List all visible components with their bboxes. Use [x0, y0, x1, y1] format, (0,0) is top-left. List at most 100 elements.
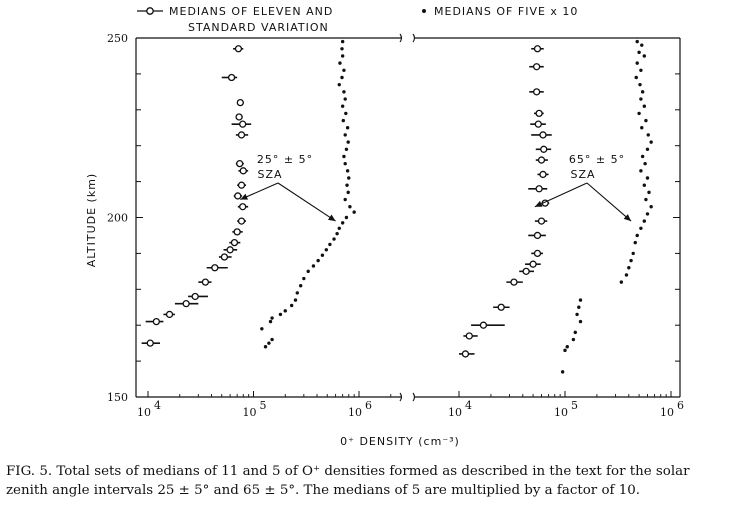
median-five-point: [337, 82, 341, 87]
median-five-point: [270, 316, 274, 320]
median-five-point: [337, 226, 341, 230]
right-panel-frame: [412, 33, 681, 402]
x-tick-label: 10: [348, 406, 362, 419]
right-annotation-angle: 65° ± 5°: [569, 153, 625, 166]
median-five-point: [644, 118, 648, 123]
median-eleven-point: [479, 321, 488, 329]
median-five-point: [645, 212, 650, 216]
y-axis-title: ALTITUDE (km): [85, 173, 98, 267]
median-five-point: [649, 205, 653, 209]
median-eleven-point: [539, 170, 547, 179]
x-tick-label: 10: [243, 406, 257, 419]
median-five-point: [340, 104, 345, 108]
median-five-point: [343, 133, 347, 137]
left-annotation-sza: SZA: [257, 168, 282, 181]
median-eleven-point: [497, 303, 505, 311]
median-five-point: [638, 82, 642, 87]
median-five-point: [563, 348, 567, 353]
annotation-arrowhead: [240, 193, 249, 200]
left-panel-arrows: [240, 182, 336, 222]
median-five-point: [646, 133, 650, 137]
median-five-point: [345, 126, 350, 130]
median-eleven-point: [533, 249, 542, 258]
median-five-point: [634, 75, 638, 80]
x-tick-exponent: 4: [465, 399, 472, 412]
median-five-point: [642, 104, 647, 108]
median-five-point: [637, 50, 641, 55]
x-tick-exponent: 6: [677, 399, 684, 412]
median-eleven-point: [236, 159, 244, 168]
median-five-point: [633, 240, 637, 245]
right-panel-five-markers: [560, 39, 653, 374]
median-five-point: [635, 39, 639, 44]
median-five-point: [324, 248, 329, 252]
median-five-point: [637, 111, 641, 116]
median-five-point: [644, 197, 648, 202]
median-five-point: [306, 269, 310, 274]
median-eleven-point: [236, 98, 244, 107]
median-eleven-point: [227, 73, 236, 82]
right-annotation-sza: SZA: [570, 168, 595, 181]
x-axis-title: 0⁺ DENSITY (cm⁻³): [340, 435, 460, 448]
median-eleven-point: [529, 260, 537, 268]
median-five-point: [345, 169, 350, 173]
left-panel-eleven-markers: [146, 45, 247, 347]
median-eleven-point: [234, 45, 243, 53]
median-five-point: [320, 253, 325, 257]
median-eleven-point: [537, 217, 546, 225]
median-eleven-point: [230, 238, 239, 247]
annotation-arrow: [277, 182, 336, 222]
axis-break-mark: [399, 33, 403, 43]
left-panel-five-markers: [260, 39, 356, 349]
median-five-point: [335, 231, 339, 236]
median-five-point: [340, 221, 345, 225]
legend-five-marker: [422, 9, 426, 13]
median-five-point: [343, 161, 347, 166]
y-tick-label: 200: [107, 212, 128, 225]
median-five-point: [639, 97, 643, 101]
annotation-arrow: [586, 182, 632, 222]
caption-line-2: zenith angle intervals 25 ± 5° and 65 ± …: [6, 483, 641, 498]
median-five-point: [619, 280, 624, 284]
median-five-point: [344, 215, 349, 220]
y-tick-label: 250: [107, 32, 128, 45]
median-eleven-point: [539, 131, 547, 139]
right-panel-arrows: [534, 182, 632, 222]
median-eleven-point: [239, 167, 247, 175]
median-eleven-point: [535, 185, 543, 193]
median-five-point: [340, 39, 345, 44]
median-eleven-point: [233, 228, 241, 236]
annotation-arrowhead: [327, 214, 336, 222]
x-tick-label: 10: [448, 406, 462, 419]
median-eleven-point: [237, 217, 246, 225]
median-five-point: [640, 43, 644, 47]
median-five-point: [352, 210, 356, 214]
x-tick-label: 10: [137, 406, 151, 419]
median-five-point: [573, 330, 577, 335]
median-eleven-point: [152, 317, 161, 326]
median-five-point: [577, 305, 581, 309]
legend-eleven-label-2: STANDARD VARIATION: [188, 21, 329, 34]
annotation-arrowhead: [623, 214, 632, 222]
median-five-point: [635, 233, 639, 238]
median-five-point: [270, 337, 274, 342]
median-eleven-point: [532, 63, 541, 71]
median-five-point: [342, 68, 346, 73]
median-eleven-point: [537, 156, 546, 164]
median-five-point: [268, 319, 273, 324]
median-five-point: [640, 154, 645, 159]
median-eleven-point: [533, 45, 542, 53]
median-eleven-point: [235, 113, 243, 121]
x-tick-exponent: 6: [365, 399, 372, 412]
median-eleven-point: [220, 253, 229, 261]
median-eleven-point: [540, 145, 548, 153]
median-five-point: [639, 169, 643, 173]
axis-break-mark: [399, 392, 403, 402]
median-five-point: [348, 205, 352, 209]
median-five-point: [347, 176, 351, 180]
median-five-point: [311, 264, 316, 268]
median-eleven-point: [146, 339, 154, 347]
median-five-point: [635, 61, 639, 65]
median-five-point: [289, 303, 294, 308]
median-five-point: [642, 183, 647, 187]
